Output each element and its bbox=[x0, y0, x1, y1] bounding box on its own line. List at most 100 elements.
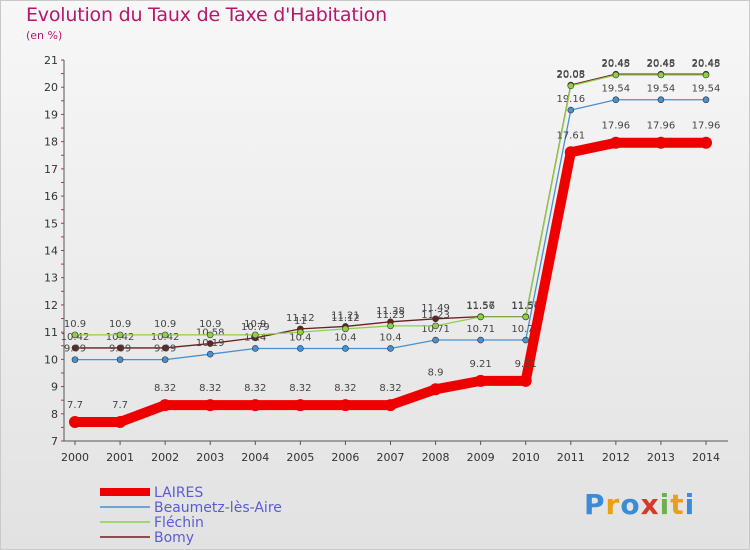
data-point bbox=[339, 399, 352, 412]
data-point bbox=[387, 322, 394, 330]
data-point bbox=[387, 345, 394, 352]
logo-letter: o bbox=[620, 488, 641, 521]
data-point bbox=[519, 374, 532, 387]
x-tick-label: 2010 bbox=[512, 451, 540, 464]
data-label: 19.54 bbox=[647, 84, 676, 95]
data-point bbox=[297, 328, 304, 336]
logo-letter: i bbox=[684, 488, 696, 521]
y-tick-label: 19 bbox=[44, 108, 58, 121]
data-label: 10.4 bbox=[289, 332, 311, 343]
data-point bbox=[567, 82, 575, 90]
series-line bbox=[75, 74, 706, 336]
data-point bbox=[204, 399, 217, 412]
y-tick-label: 15 bbox=[44, 217, 58, 230]
data-label: 10.79 bbox=[241, 322, 270, 333]
data-label: 11.12 bbox=[286, 313, 315, 324]
y-tick-label: 16 bbox=[44, 190, 58, 203]
x-tick-label: 2011 bbox=[557, 451, 585, 464]
data-label: 8.32 bbox=[379, 383, 401, 394]
data-label: 8.32 bbox=[199, 383, 221, 394]
data-point bbox=[251, 331, 259, 339]
data-point bbox=[654, 136, 667, 149]
data-label: 9.99 bbox=[64, 344, 86, 355]
data-point bbox=[522, 336, 530, 344]
logo-letter: x bbox=[640, 488, 660, 521]
data-point bbox=[564, 146, 577, 159]
data-point bbox=[384, 399, 397, 412]
x-tick-label: 2002 bbox=[151, 451, 179, 464]
data-point bbox=[700, 136, 712, 149]
data-label: 11.23 bbox=[421, 310, 450, 321]
data-label: 7.7 bbox=[67, 400, 83, 411]
data-label: 10.9 bbox=[244, 319, 266, 330]
data-label: 11.23 bbox=[376, 310, 405, 321]
data-label: 10.9 bbox=[199, 319, 221, 330]
data-point bbox=[116, 356, 124, 363]
y-tick-label: 20 bbox=[44, 81, 58, 94]
y-tick-label: 11 bbox=[44, 326, 58, 339]
data-point bbox=[161, 344, 169, 352]
y-tick-label: 9 bbox=[51, 381, 58, 394]
y-tick-label: 12 bbox=[44, 299, 58, 312]
data-point bbox=[477, 336, 484, 344]
data-point bbox=[69, 415, 81, 428]
data-label: 11 bbox=[294, 316, 307, 327]
data-label: 10.4 bbox=[379, 332, 401, 343]
x-tick-label: 2005 bbox=[286, 451, 314, 464]
data-point bbox=[432, 322, 439, 330]
y-tick-label: 21 bbox=[44, 54, 58, 67]
series-bomy: 10.4210.4210.4210.5810.7911.1211.2111.38… bbox=[61, 58, 721, 352]
data-point bbox=[71, 331, 79, 339]
chart-title: Evolution du Taux de Taxe d'Habitation bbox=[26, 4, 387, 26]
data-label: 20.48 bbox=[647, 58, 676, 69]
data-point bbox=[294, 399, 307, 412]
data-label: 20.48 bbox=[692, 58, 721, 69]
x-tick-label: 2012 bbox=[602, 451, 630, 464]
x-tick-label: 2006 bbox=[331, 451, 359, 464]
data-point bbox=[432, 336, 439, 344]
data-label: 8.9 bbox=[428, 367, 444, 378]
series-fl-chin: 10.9 10.9 10.9 10.9 10.9 11 11.12 11.23 11.2311.… bbox=[64, 59, 720, 339]
data-label: 20.45 bbox=[647, 59, 676, 70]
data-label: 10.71 bbox=[466, 324, 495, 335]
axes: 7 8 9 10 11 12 13 14 15 16 17 18 19 20 21 2000 2001 2002 2… bbox=[44, 54, 728, 464]
data-point bbox=[702, 71, 710, 79]
data-point bbox=[474, 374, 487, 387]
logo-letter: r bbox=[605, 488, 621, 521]
proxiti-logo: Proxiti bbox=[584, 488, 695, 521]
data-point bbox=[612, 71, 620, 79]
x-tick-label: 2003 bbox=[196, 451, 224, 464]
data-label: 20.48 bbox=[602, 58, 631, 69]
data-point bbox=[206, 340, 214, 347]
data-label: 10.19 bbox=[196, 338, 225, 349]
logo-letter: i bbox=[659, 488, 671, 521]
data-point bbox=[342, 345, 349, 352]
data-point bbox=[567, 106, 575, 114]
data-point bbox=[342, 325, 349, 333]
data-point bbox=[522, 313, 530, 321]
chart-subtitle: (en %) bbox=[26, 29, 63, 42]
data-label: 11.49 bbox=[421, 303, 450, 314]
x-tick-label: 2001 bbox=[106, 451, 134, 464]
data-point bbox=[702, 96, 710, 104]
data-label: 9.99 bbox=[109, 344, 131, 355]
legend-label: Beaumetz-lès-Aire bbox=[154, 500, 282, 516]
y-tick-label: 13 bbox=[44, 272, 58, 285]
data-label: 17.96 bbox=[692, 121, 721, 132]
data-label: 11.56 bbox=[511, 301, 540, 312]
data-label: 7.7 bbox=[112, 400, 128, 411]
x-tick-label: 2008 bbox=[422, 451, 450, 464]
data-label: 19.16 bbox=[556, 94, 585, 105]
data-point bbox=[116, 344, 124, 352]
data-label: 11.21 bbox=[331, 310, 360, 321]
data-point bbox=[161, 356, 169, 363]
data-label: 9.99 bbox=[154, 344, 176, 355]
data-point bbox=[114, 415, 127, 428]
data-label: 8.32 bbox=[334, 383, 356, 394]
y-tick-label: 8 bbox=[51, 408, 58, 421]
data-label: 9.21 bbox=[470, 359, 492, 370]
data-label: 17.96 bbox=[602, 121, 631, 132]
x-tick-label: 2013 bbox=[647, 451, 675, 464]
x-tick-label: 2014 bbox=[692, 451, 720, 464]
